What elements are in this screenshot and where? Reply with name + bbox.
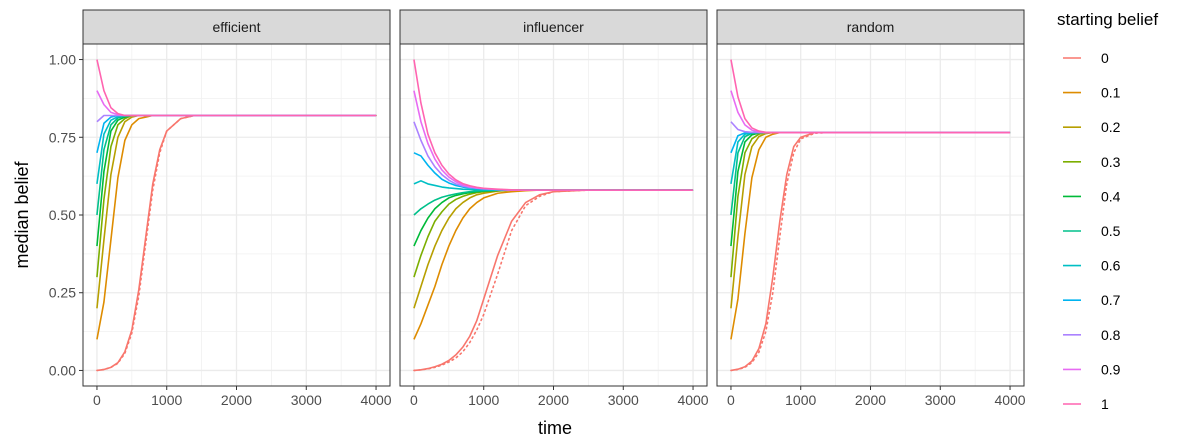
- series-group: [413, 59, 694, 372]
- x-tick-label: 0: [93, 392, 101, 408]
- legend-label-0.5: 0.5: [1101, 223, 1121, 239]
- x-tick-label: 4000: [677, 392, 708, 408]
- y-tick-label: 0.75: [49, 129, 76, 145]
- y-tick-label: 0.00: [49, 362, 76, 378]
- facet-strip: [399, 9, 708, 45]
- legend-label-0.8: 0.8: [1101, 327, 1121, 343]
- facet-strip-label: efficient: [213, 19, 261, 35]
- legend-label-0.4: 0.4: [1101, 188, 1121, 204]
- y-axis-title: median belief: [12, 160, 32, 268]
- series-line-1: [413, 59, 694, 191]
- facet-strip: [716, 9, 1025, 45]
- legend-label-0.2: 0.2: [1101, 119, 1121, 135]
- series-line-1: [730, 59, 1011, 134]
- y-tick-label: 0.50: [49, 207, 76, 223]
- x-tick-label: 1000: [785, 392, 816, 408]
- legend-label-1: 1: [1101, 396, 1109, 412]
- panel-random: random 0 1000 2000 3000 4000: [716, 9, 1026, 408]
- x-tick-label: 2000: [221, 392, 252, 408]
- x-tick-label: 2000: [855, 392, 886, 408]
- legend-label-0.3: 0.3: [1101, 154, 1121, 170]
- x-tick-label: 0: [410, 392, 418, 408]
- series-group: [96, 59, 377, 372]
- x-tick-label: 3000: [608, 392, 639, 408]
- facet-strip-label: influencer: [523, 19, 584, 35]
- series-line-1: [96, 59, 377, 117]
- legend-label-0: 0: [1101, 50, 1109, 66]
- series-group: [730, 59, 1011, 372]
- x-tick-label: 0: [727, 392, 735, 408]
- facet-strip-label: random: [847, 19, 894, 35]
- y-tick-label: 1.00: [49, 52, 76, 68]
- x-tick-label: 4000: [994, 392, 1025, 408]
- facet-strip: [82, 9, 391, 45]
- x-tick-label: 3000: [291, 392, 322, 408]
- panel-efficient: efficient 0 1000 2000 3000 4000 0.00 0.25 0.50 0.…: [49, 9, 392, 408]
- legend: 0 0.1 0.2 0.3 0.4 0.5 0.6 0.7 0.8 0.9 1: [1063, 50, 1121, 412]
- x-axis-title: time: [538, 418, 572, 438]
- x-tick-label: 4000: [360, 392, 391, 408]
- panel-influencer: influencer 0 1000 2000 3000 4000: [399, 9, 709, 408]
- x-tick-label: 1000: [468, 392, 499, 408]
- legend-label-0.6: 0.6: [1101, 258, 1121, 274]
- y-tick-label: 0.25: [49, 285, 76, 301]
- series-line-0-dotted: [730, 131, 1011, 372]
- legend-title: starting belief: [1057, 10, 1158, 29]
- legend-label-0.7: 0.7: [1101, 292, 1121, 308]
- legend-label-0.1: 0.1: [1101, 85, 1121, 101]
- x-tick-label: 1000: [151, 392, 182, 408]
- x-tick-label: 3000: [925, 392, 956, 408]
- legend-label-0.9: 0.9: [1101, 361, 1121, 377]
- x-tick-label: 2000: [538, 392, 569, 408]
